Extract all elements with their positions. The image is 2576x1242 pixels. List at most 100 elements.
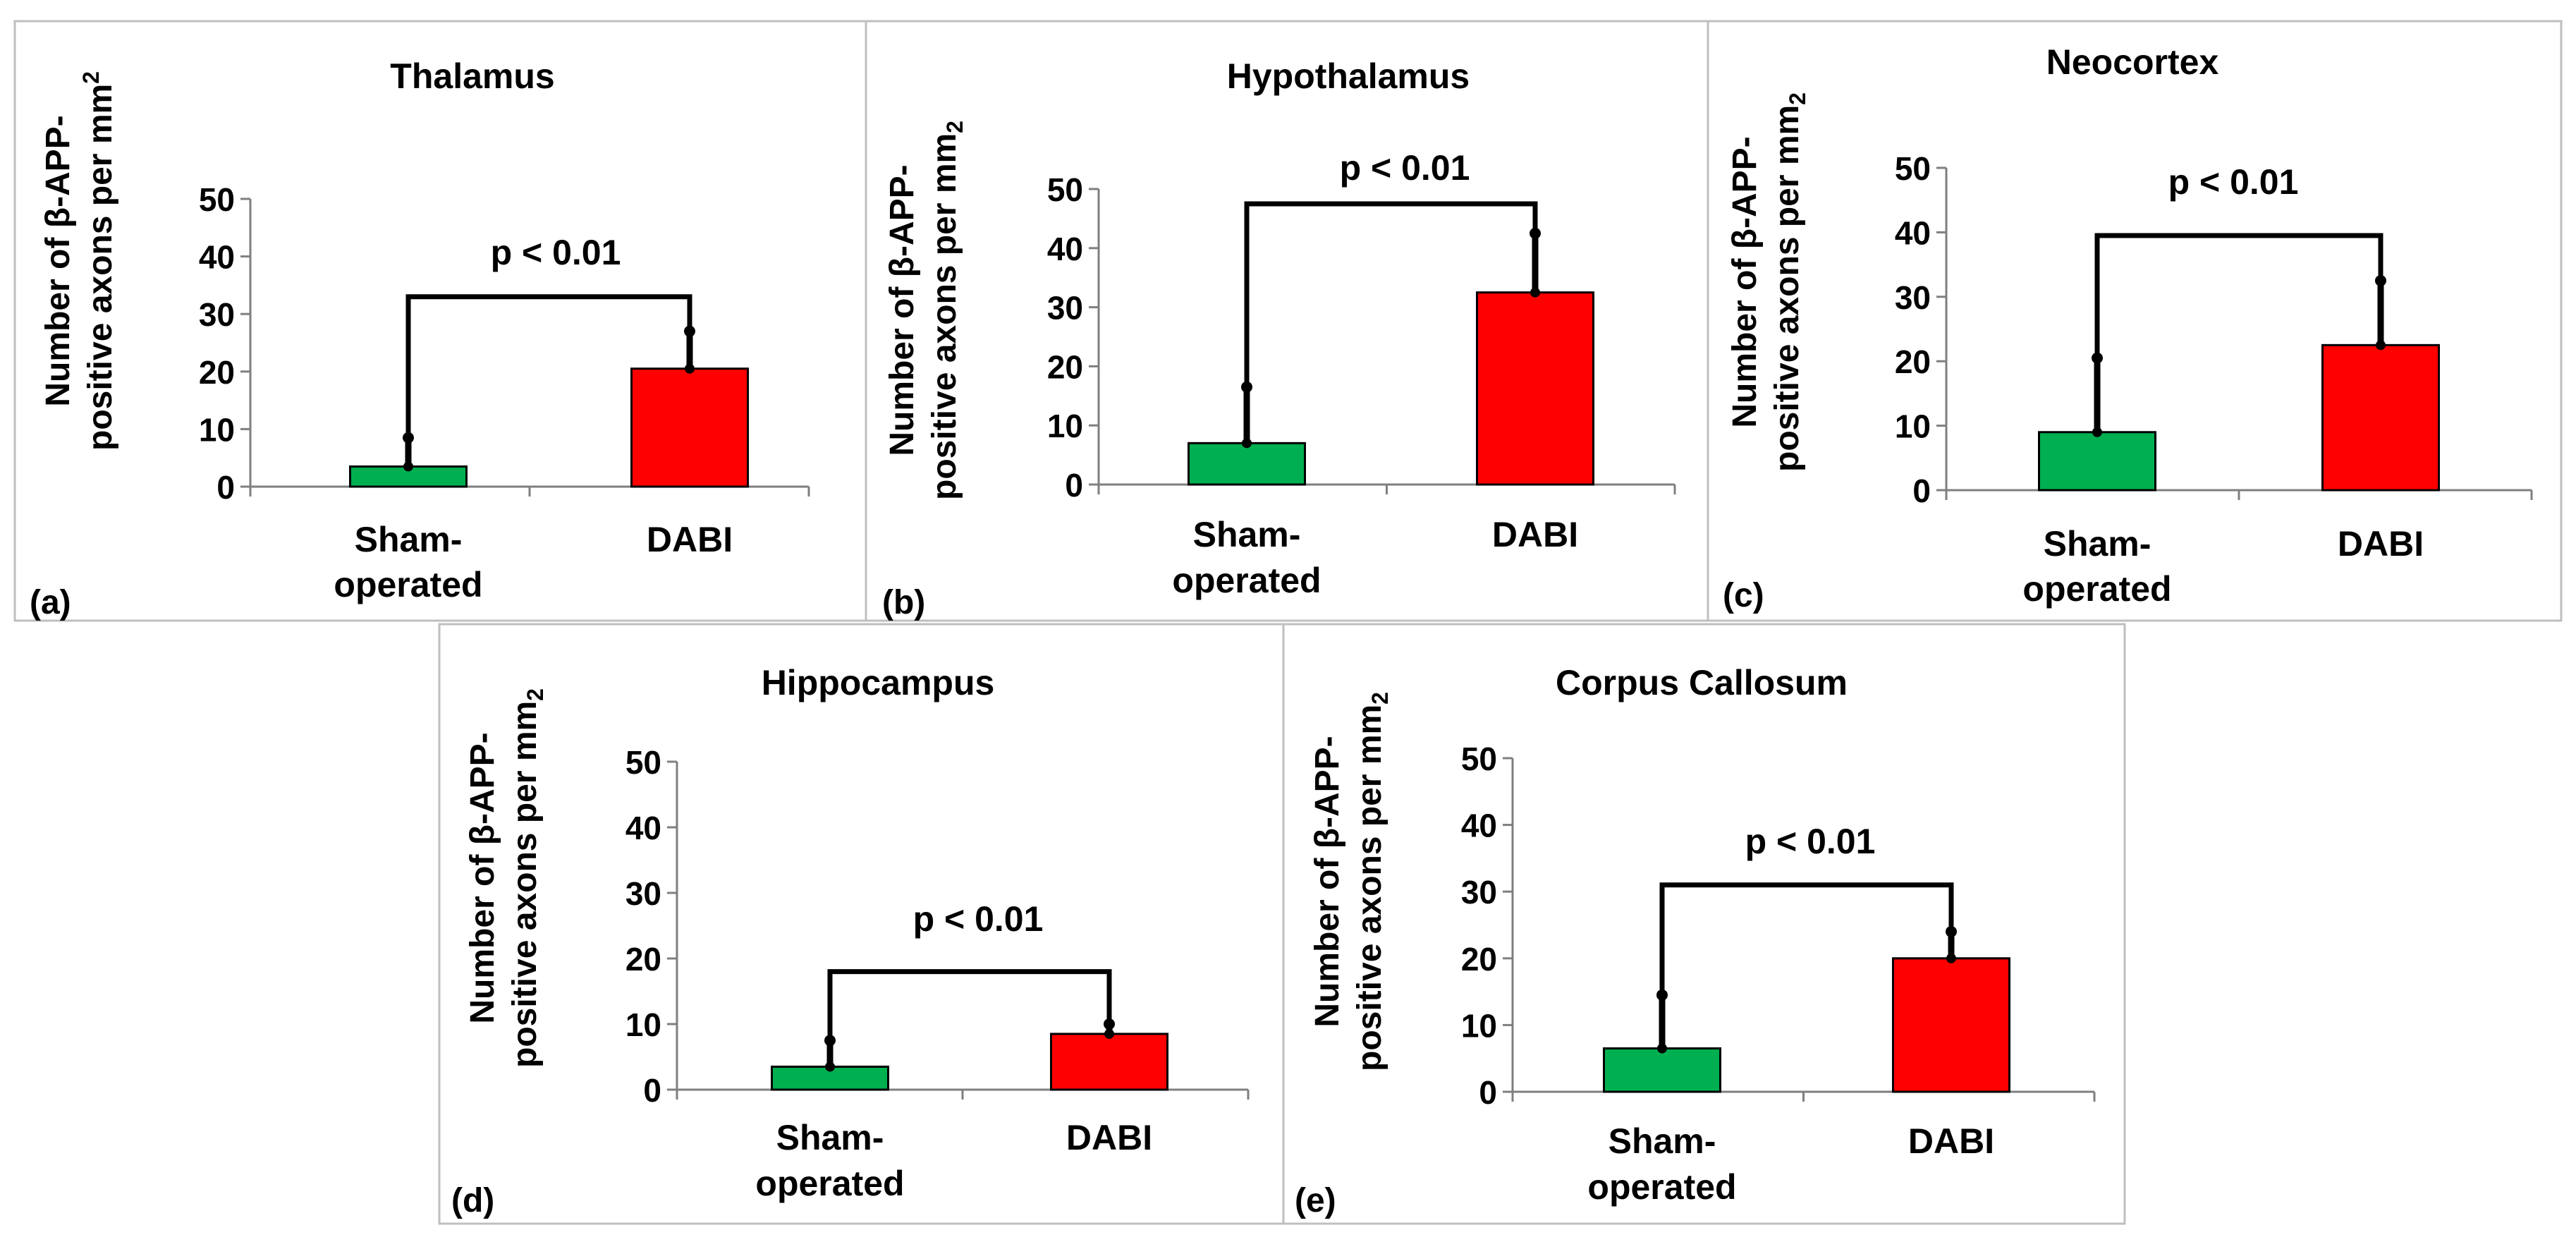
y-axis-label-line1: Number of β-APP-: [1726, 136, 1764, 427]
error-bar-base: [1242, 438, 1252, 449]
y-axis-label-line2: positive axons per mm2: [78, 71, 119, 451]
y-tick-label: 30: [625, 875, 661, 912]
y-tick-label: 20: [1461, 941, 1497, 978]
error-bar-base: [1104, 1028, 1114, 1039]
error-bar-base: [2376, 340, 2386, 351]
y-tick-label: 0: [1912, 473, 1931, 509]
plot-area: 0 10 20 30 40 50: [199, 181, 810, 506]
y-axis-label-exponent: 2: [523, 688, 548, 701]
error-bar-base: [1530, 287, 1540, 298]
y-tick-label: 10: [199, 411, 235, 448]
y-tick-label: 50: [1895, 150, 1931, 187]
y-axis-label-line2-text: positive axons per mm: [1769, 105, 1806, 472]
y-tick-label: 10: [625, 1006, 661, 1043]
y-axis-label-exponent: 2: [942, 121, 967, 133]
error-bar-base: [1657, 1043, 1667, 1054]
y-tick-label: 40: [1895, 214, 1931, 251]
panel-a-thalamus: Thalamus (a) Number of β-APP- positive a…: [13, 20, 867, 622]
bar-dabi: [630, 367, 749, 488]
y-axis-label-line2-text: positive axons per mm: [1351, 705, 1388, 1071]
y-axis-label: Number of β-APP- positive axons per mm2: [464, 688, 548, 1068]
x-category-label-sham-line2: operated: [334, 565, 482, 604]
panel-label: (e): [1295, 1182, 1336, 1219]
significance-label: p < 0.01: [1340, 148, 1470, 188]
y-tick-label: 10: [1047, 408, 1083, 444]
panel-title: Hypothalamus: [1227, 56, 1470, 96]
y-axis-label-exponent: 2: [78, 71, 104, 84]
plot-area: 0 10 20 30 40 50: [1461, 741, 2096, 1111]
bar-sham-operated: [1188, 442, 1306, 486]
x-category-label-sham-line2: operated: [1587, 1167, 1736, 1207]
bar-dabi: [1476, 291, 1594, 486]
y-tick-label: 10: [1461, 1007, 1497, 1044]
panel-label: (b): [882, 584, 925, 621]
y-tick-label: 30: [1047, 290, 1083, 327]
y-axis-label-line1: Number of β-APP-: [1309, 736, 1346, 1027]
y-axis-label-line1: Number of β-APP-: [884, 164, 921, 456]
y-tick-label: 20: [199, 354, 235, 391]
plot-area: 0 10 20 30 40 50: [1047, 171, 1676, 504]
bar-dabi: [1050, 1033, 1168, 1091]
significance-label: p < 0.01: [1745, 822, 1876, 861]
y-tick-label: 30: [1461, 874, 1497, 911]
x-category-label-sham-line1: Sham-: [355, 520, 463, 559]
y-tick-label: 40: [625, 810, 661, 846]
y-axis-label-line2-text: positive axons per mm: [506, 701, 544, 1068]
y-tick-label: 30: [1895, 279, 1931, 316]
y-axis-label-line2: positive axons per mm2: [1351, 692, 1393, 1071]
y-tick-label: 40: [1047, 231, 1083, 267]
significance-bracket: [405, 294, 692, 438]
panel-border: [1282, 623, 2126, 1225]
y-axis-label-line2-text: positive axons per mm: [82, 84, 119, 451]
x-category-label-sham-line1: Sham-: [2044, 524, 2151, 564]
y-tick-label: 40: [1461, 808, 1497, 844]
panel-title: Hippocampus: [762, 663, 995, 702]
y-axis-label-line2: positive axons per mm2: [506, 688, 548, 1068]
significance-bracket: [1659, 882, 1954, 995]
y-tick-label: 20: [625, 941, 661, 978]
significance-bracket: [1244, 201, 1538, 387]
error-bar-base: [825, 1061, 835, 1072]
panel-border: [1707, 20, 2563, 622]
y-axis-label-line1: Number of β-APP-: [464, 732, 501, 1023]
x-category-label-sham-line2: operated: [1172, 561, 1321, 600]
y-tick-label: 0: [1065, 467, 1083, 504]
y-axis-label-exponent: 2: [1785, 92, 1810, 105]
y-tick-label: 40: [199, 239, 235, 276]
x-category-label-sham-line1: Sham-: [776, 1118, 884, 1157]
y-tick-label: 20: [1047, 348, 1083, 385]
panel-d-hippocampus: Hippocampus (d) Number of β-APP- positiv…: [438, 623, 1285, 1225]
panel-c-neocortex: Neocortex (c) Number of β-APP- positive …: [1707, 20, 2563, 622]
error-bar-base: [2092, 427, 2102, 437]
y-axis-label-line1: Number of β-APP-: [39, 115, 77, 406]
y-axis-label: Number of β-APP- positive axons per mm2: [1726, 92, 1810, 472]
plot-area: 0 10 20 30 40 50: [1895, 150, 2533, 509]
significance-label: p < 0.01: [491, 233, 621, 272]
x-category-label-sham-line2: operated: [755, 1164, 904, 1203]
y-axis-label: Number of β-APP- positive axons per mm2: [39, 71, 119, 451]
x-category-label-sham-line2: operated: [2022, 569, 2171, 609]
y-tick-label: 50: [199, 181, 235, 218]
y-tick-label: 50: [1047, 171, 1083, 208]
y-tick-label: 50: [1461, 741, 1497, 777]
x-category-label-dabi: DABI: [1066, 1118, 1152, 1157]
significance-bracket: [2094, 233, 2383, 358]
y-axis-label: Number of β-APP- positive axons per mm2: [1309, 692, 1393, 1071]
error-bar-base: [1946, 953, 1956, 963]
bar-dabi: [1892, 957, 2010, 1093]
bar-dabi: [2321, 343, 2440, 492]
x-category-label-dabi: DABI: [1908, 1121, 1994, 1161]
panel-title: Neocortex: [2046, 42, 2219, 82]
panel-title: Thalamus: [390, 56, 554, 96]
y-tick-label: 20: [1895, 343, 1931, 380]
panel-label: (a): [30, 584, 71, 621]
y-axis-label: Number of β-APP- positive axons per mm2: [884, 121, 967, 500]
y-tick-label: 0: [643, 1072, 661, 1109]
y-axis-label-line2: positive axons per mm2: [1769, 92, 1810, 472]
error-bar-base: [403, 461, 413, 472]
x-category-label-sham-line1: Sham-: [1609, 1121, 1716, 1161]
significance-bracket: [827, 969, 1112, 1041]
error-bar-base: [685, 363, 695, 374]
y-tick-label: 10: [1895, 408, 1931, 445]
